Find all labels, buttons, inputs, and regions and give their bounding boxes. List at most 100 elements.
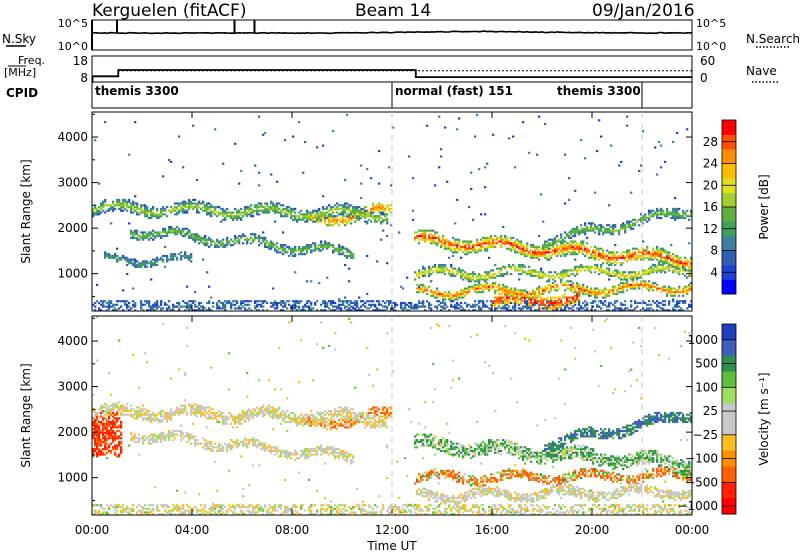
heatmap-cell (128, 511, 131, 514)
heatmap-cell (246, 236, 249, 239)
heatmap-cell (228, 240, 231, 243)
heatmap-cell (384, 213, 387, 216)
heatmap-cell (442, 236, 445, 239)
heatmap-cell (222, 301, 225, 305)
heatmap-cell (524, 298, 527, 301)
heatmap-cell (122, 200, 125, 203)
heatmap-cell (378, 303, 381, 306)
heatmap-cell (148, 504, 151, 507)
heatmap-cell (586, 253, 589, 256)
power-heatmap-cells (92, 113, 693, 312)
heatmap-cell (280, 303, 283, 306)
heatmap-cell (304, 247, 307, 250)
heatmap-cell (186, 206, 189, 209)
heatmap-cell (204, 240, 207, 243)
heatmap-cell (486, 285, 489, 288)
heatmap-cell (442, 269, 445, 272)
heatmap-cell (506, 273, 509, 276)
heatmap-cell (584, 265, 587, 268)
heatmap-cell (596, 254, 599, 258)
heatmap-cell (292, 249, 295, 252)
heatmap-cell (620, 274, 623, 277)
heatmap-cell (536, 300, 539, 303)
heatmap-cell (120, 448, 123, 451)
heatmap-cell (614, 253, 617, 256)
heatmap-cell (246, 211, 249, 214)
heatmap-cell (104, 448, 107, 451)
heatmap-cell (180, 507, 183, 510)
heatmap-cell (390, 211, 393, 214)
heatmap-cell (160, 410, 163, 413)
heatmap-cell (624, 285, 627, 288)
heatmap-cell (312, 211, 315, 214)
heatmap-cell (390, 307, 393, 310)
heatmap-cell (230, 244, 233, 247)
heatmap-cell (292, 251, 295, 254)
heatmap-cell (126, 408, 129, 411)
heatmap-cell (610, 231, 613, 234)
heatmap-cell (686, 291, 689, 294)
heatmap-cell (544, 287, 547, 290)
heatmap-cell (424, 285, 427, 288)
heatmap-cell (168, 511, 171, 514)
heatmap-cell (354, 213, 357, 216)
heatmap-cell (450, 273, 453, 276)
heatmap-cell (550, 296, 553, 299)
heatmap-cell (352, 213, 355, 216)
heatmap-cell (178, 413, 181, 416)
heatmap-cell (172, 231, 175, 234)
heatmap-cell (534, 247, 537, 250)
heatmap-cell (598, 300, 601, 303)
heatmap-cell (282, 231, 285, 234)
heatmap-cell (104, 253, 107, 256)
heatmap-cell (570, 251, 573, 254)
heatmap-cell (162, 307, 165, 310)
heatmap-cell (668, 291, 671, 294)
heatmap-cell (662, 289, 665, 292)
heatmap-cell (488, 276, 491, 279)
heatmap-cell (654, 301, 657, 305)
heatmap-cell (436, 296, 439, 299)
heatmap-cell (132, 258, 135, 261)
heatmap-cell (472, 274, 475, 277)
heatmap-cell (132, 263, 135, 267)
heatmap-cell (404, 301, 407, 305)
heatmap-cell (580, 227, 583, 230)
heatmap-cell (612, 233, 615, 236)
heatmap-cell (508, 291, 511, 294)
heatmap-cell (120, 411, 123, 414)
heatmap-cell (236, 236, 239, 239)
heatmap-cell (492, 245, 495, 248)
heatmap-cell (662, 209, 665, 212)
heatmap-cell (560, 240, 563, 243)
heatmap-cell (452, 294, 455, 297)
heatmap-cell (552, 307, 555, 310)
heatmap-cell (308, 211, 311, 214)
heatmap-cell (146, 361, 149, 364)
freq-panel-frame (91, 55, 693, 83)
heatmap-cell (344, 202, 347, 205)
heatmap-cell (100, 451, 103, 454)
heatmap-cell (684, 256, 687, 259)
heatmap-cell (490, 245, 493, 248)
heatmap-cell (436, 287, 439, 290)
heatmap-cell (472, 278, 475, 281)
heatmap-cell (390, 184, 393, 187)
heatmap-cell (538, 294, 541, 297)
heatmap-cell (500, 236, 503, 239)
heatmap-cell (630, 225, 633, 229)
heatmap-cell (684, 269, 687, 272)
heatmap-cell (492, 238, 495, 241)
heatmap-cell (320, 244, 323, 247)
heatmap-cell (502, 285, 505, 288)
heatmap-cell (148, 417, 151, 420)
heatmap-cell (448, 247, 451, 250)
heatmap-cell (140, 505, 143, 509)
heatmap-cell (562, 294, 565, 297)
heatmap-cell (126, 511, 129, 514)
heatmap-cell (248, 213, 251, 216)
heatmap-cell (114, 444, 117, 447)
heatmap-cell (124, 204, 127, 207)
heatmap-cell (104, 426, 107, 429)
heatmap-cell (120, 422, 123, 425)
